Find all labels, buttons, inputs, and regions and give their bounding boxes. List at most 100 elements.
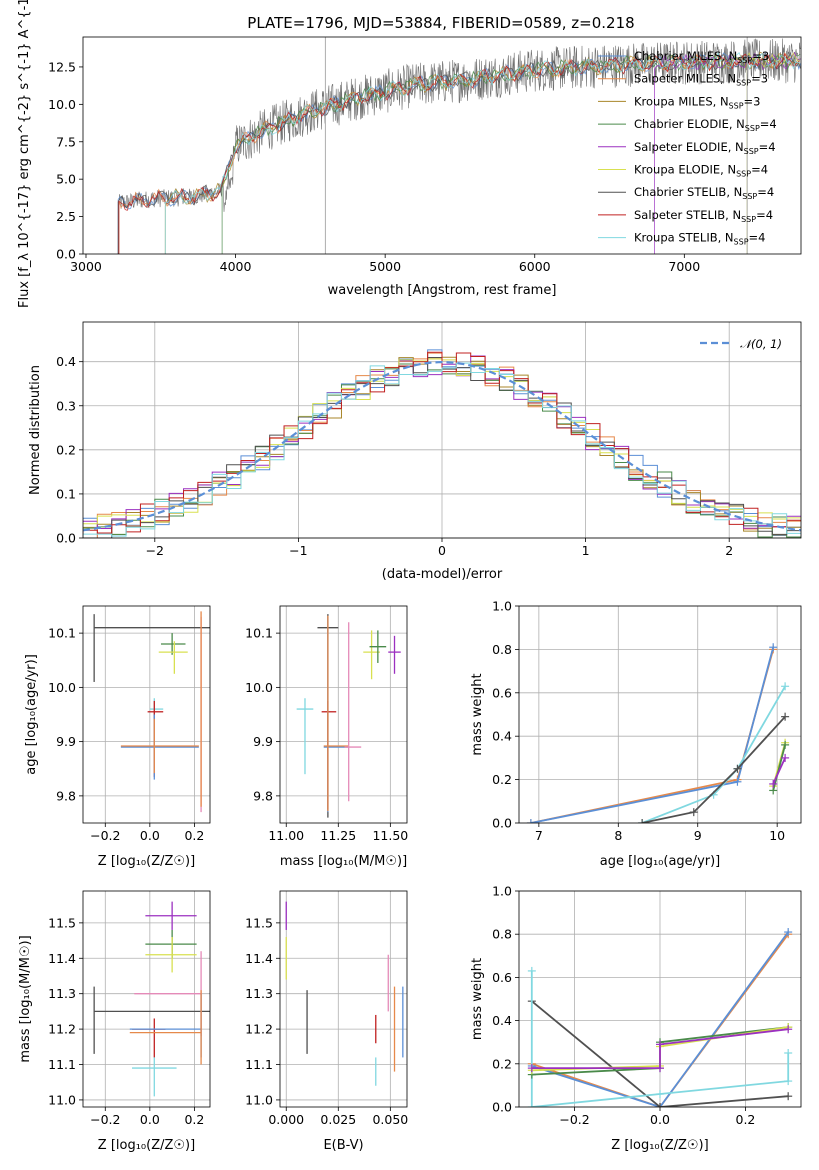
y-tick-label: 0.2 [492, 772, 512, 787]
y-tick-label: 0.4 [56, 354, 76, 369]
y-tick-label: 0.3 [56, 398, 76, 413]
y-tick-label: 11.3 [48, 986, 76, 1001]
axes-overlay: −0.2 0.0 0.2 9.8 9.9 10.0 10.1 Z [log₁₀(Z/Z☉)] a… [24, 605, 211, 869]
massweight-line-chabrier-stelib [641, 716, 786, 823]
x-tick-label: 0 [438, 543, 446, 558]
y-tick-label: 11.3 [245, 986, 273, 1001]
massweight-line-salpeter-elodie [531, 1028, 789, 1069]
y-tick-label: 0.0 [492, 816, 512, 831]
y-tick-label: 10.0 [48, 97, 76, 112]
legend-entry-tail: =3 [751, 72, 768, 86]
x-tick-label: −0.2 [90, 828, 120, 843]
legend-entry-subscript: SSP [742, 192, 757, 201]
x-tick-label: 0.2 [184, 1112, 204, 1127]
plot-area [93, 901, 210, 1097]
x-axis-label: Z [log₁₀(Z/Z☉)] [98, 1138, 195, 1153]
x-tick-label: 11.25 [320, 828, 356, 843]
y-tick-label: 10.1 [245, 626, 273, 641]
x-axis-label: E(B-V) [323, 1138, 363, 1153]
model-spectrum-chabrier-stelib [117, 51, 801, 254]
legend-entry-kroupa-elodie: Kroupa ELODIE, NSSP=4 [634, 163, 768, 179]
residual-histogram-salpeter-stelib [83, 351, 801, 538]
y-tick-label: 0.6 [492, 970, 512, 985]
massweight-line-chabrier-miles [531, 931, 789, 1107]
y-tick-label: 0.4 [492, 1013, 512, 1028]
x-tick-label: 0.2 [184, 828, 204, 843]
y-tick-label: 11.5 [48, 915, 76, 930]
y-tick-label: 9.8 [253, 788, 273, 803]
x-axis-label: wavelength [Angstrom, rest frame] [328, 283, 557, 298]
y-tick-label: 0.0 [56, 247, 76, 262]
spectrum-panel: 3000 4000 5000 6000 7000 0.0 2.5 5.0 7.5 10.0 12.5… [17, 0, 802, 308]
axes-overlay: −0.2 0.0 0.2 0.0 0.2 0.4 0.6 0.8 1.0 Z [log₁₀(Z/Z… [470, 884, 802, 1153]
legend-entry-label: Kroupa STELIB, N [634, 231, 734, 245]
plot-area [526, 643, 790, 823]
massweight-line-chabrier-stelib [531, 1000, 789, 1107]
residual-histogram-kroupa-stelib [83, 362, 801, 538]
y-tick-label: 11.2 [245, 1022, 273, 1037]
y-tick-label: 0.1 [56, 486, 76, 501]
y-tick-label: 0.4 [492, 729, 512, 744]
y-tick-label: 10.0 [245, 680, 273, 695]
x-tick-label: 0.0 [140, 828, 160, 843]
axes-overlay: 7 8 9 10 0.0 0.2 0.4 0.6 0.8 1.0 age [log₁₀(age/yr… [470, 599, 802, 869]
legend-entry-chabrier-stelib: Chabrier STELIB, NSSP=4 [634, 185, 774, 201]
legend-entry-tail: =3 [752, 49, 769, 63]
axes-overlay: −0.2 0.0 0.2 11.0 11.1 11.2 11.3 11.4 11.5 Z [log… [18, 890, 211, 1153]
axes-frame [518, 605, 802, 824]
axes-frame [82, 36, 802, 255]
model-spectrum-kroupa-elodie [746, 52, 800, 254]
axes-overlay: 11.00 11.25 11.50 9.8 9.9 10.0 10.1 mass [log₁₀… [245, 605, 408, 869]
y-axis-label: mass weight [470, 958, 485, 1040]
y-tick-label: 11.1 [48, 1057, 76, 1072]
y-axis-label: mass [log₁₀(M/M☉)] [18, 935, 33, 1062]
y-axis-label: Flux [f_λ 10^{-17} erg cm^{-2} s^{-1} A^… [17, 0, 32, 308]
legend-entry-tail: =4 [760, 117, 777, 131]
legend-entry-tail: =3 [744, 94, 761, 108]
y-axis-label: Normed distribution [28, 365, 43, 495]
y-tick-label: 0.8 [492, 642, 512, 657]
y-tick-label: 9.8 [56, 788, 76, 803]
y-tick-label: 0.8 [492, 927, 512, 942]
x-tick-label: 2 [725, 543, 733, 558]
legend-entry-subscript: SSP [745, 124, 760, 133]
axes-overlay: −2 −1 0 1 2 0.0 0.1 0.2 0.3 0.4 𝒩(0, 1) (data-model… [28, 321, 802, 582]
x-tick-label: −0.2 [90, 1112, 120, 1127]
model-spectrum-kroupa-stelib [164, 51, 800, 254]
x-tick-label: 0.000 [268, 1112, 304, 1127]
x-tick-label: −2 [146, 543, 164, 558]
legend-entry-subscript: SSP [737, 56, 752, 65]
massweight-line-chabrier-elodie [772, 744, 786, 791]
legend-entry-chabrier-miles: Chabrier MILES, NSSP=3 [634, 49, 769, 65]
legend-entry-chabrier-elodie: Chabrier ELODIE, NSSP=4 [634, 117, 777, 133]
legend-entry-label: Chabrier MILES, N [634, 49, 737, 63]
y-tick-label: 11.1 [245, 1057, 273, 1072]
legend-entry-label: Chabrier ELODIE, N [634, 117, 745, 131]
y-tick-label: 0.0 [492, 1100, 512, 1115]
plot-area [83, 349, 801, 538]
x-tick-label: 8 [614, 828, 622, 843]
x-axis-label: (data-model)/error [382, 567, 503, 582]
legend-entry-subscript: SSP [736, 79, 751, 88]
legend-entry-tail: =4 [759, 140, 776, 154]
legend-entry-salpeter-elodie: Salpeter ELODIE, NSSP=4 [634, 140, 776, 156]
plot-area [117, 37, 801, 254]
figure-title: PLATE=1796, MJD=53884, FIBERID=0589, z=0… [247, 14, 634, 32]
legend-entry-subscript: SSP [736, 170, 751, 179]
x-tick-label: −0.2 [559, 1112, 589, 1127]
legend-entry-subscript: SSP [741, 215, 756, 224]
legend-entry-label: Salpeter MILES, N [634, 72, 736, 86]
massweight-line-kroupa-stelib [641, 685, 786, 823]
x-tick-label: 0.0 [650, 1112, 670, 1127]
residuals-panel: −2 −1 0 1 2 0.0 0.1 0.2 0.3 0.4 𝒩(0, 1) (data-model… [28, 321, 802, 582]
x-tick-label: 6000 [519, 259, 551, 274]
y-tick-label: 1.0 [492, 884, 512, 899]
plot-area [296, 614, 401, 818]
plot-area [285, 901, 404, 1086]
y-tick-label: 11.0 [48, 1092, 76, 1107]
observed-spectrum-line [117, 38, 801, 254]
legend-entry-kroupa-stelib: Kroupa STELIB, NSSP=4 [634, 231, 765, 247]
x-tick-label: −1 [289, 543, 307, 558]
x-tick-label: 7 [535, 828, 543, 843]
